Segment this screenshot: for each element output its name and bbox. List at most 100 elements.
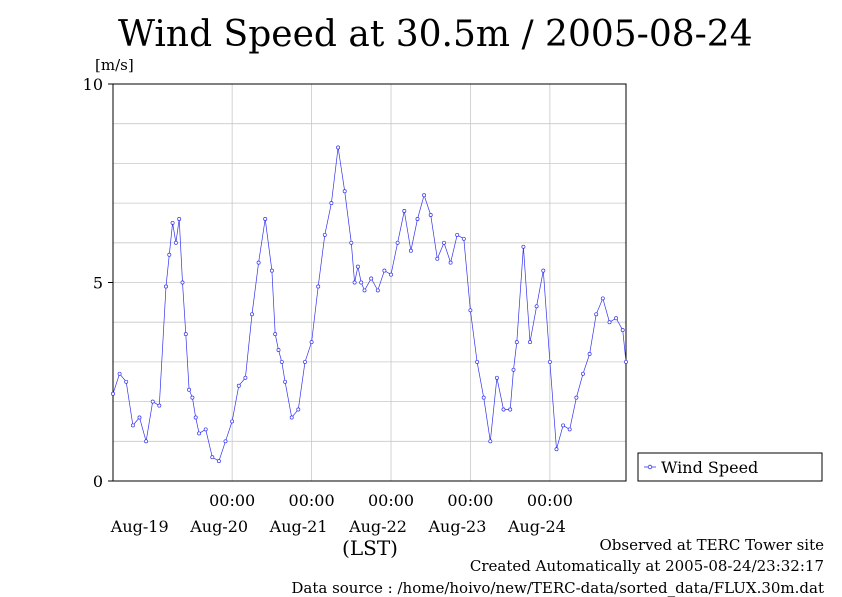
data-point (514, 340, 519, 345)
data-point (408, 248, 413, 253)
data-point (170, 220, 175, 225)
data-point (250, 312, 254, 317)
data-point (355, 264, 360, 269)
x-axis-label: (LST) (342, 536, 398, 560)
data-point (581, 371, 585, 376)
data-point (203, 427, 208, 432)
x-date-label: Aug-23 (428, 517, 487, 536)
data-point (435, 256, 440, 261)
data-point (349, 240, 354, 245)
data-point (283, 379, 288, 384)
data-point (230, 419, 235, 424)
data-point (541, 268, 546, 273)
x-tick-time-label: 00:00 (289, 491, 335, 510)
data-point (547, 359, 552, 364)
data-point (624, 359, 628, 364)
chart-title: Wind Speed at 30.5m / 2005-08-24 (118, 14, 753, 55)
data-point (415, 217, 420, 221)
data-point (402, 209, 407, 213)
data-point (322, 232, 327, 237)
x-tick-time-label: 00:00 (527, 491, 573, 510)
data-point (567, 427, 572, 432)
data-point (561, 423, 566, 428)
x-date-label: Aug-20 (189, 517, 248, 536)
data-point (455, 232, 460, 237)
y-tick-label: 10 (83, 75, 103, 94)
data-point (130, 423, 135, 428)
data-point (528, 340, 532, 345)
data-point (303, 359, 307, 364)
data-point (395, 240, 400, 245)
data-point (256, 260, 261, 265)
data-point (448, 260, 453, 265)
x-date-label: Aug-21 (269, 517, 328, 536)
data-point (187, 387, 192, 392)
x-date-label: Aug-24 (507, 517, 566, 536)
series-line-wind-speed (112, 147, 627, 462)
data-point (276, 348, 281, 352)
data-point (607, 320, 612, 325)
data-point (289, 415, 294, 420)
data-point (494, 375, 499, 380)
data-point (316, 284, 321, 289)
data-point (177, 217, 182, 221)
x-tick-time-label: 00:00 (447, 491, 493, 510)
data-point (574, 395, 579, 400)
data-point (614, 316, 619, 321)
data-point (442, 240, 446, 245)
data-point (382, 268, 387, 273)
data-point (369, 276, 374, 281)
x-tick-time-label: 00:00 (209, 491, 255, 510)
y-tick-label: 0 (93, 472, 103, 491)
data-point (375, 288, 380, 293)
data-point (359, 280, 364, 285)
data-point (263, 217, 268, 221)
data-point (193, 415, 198, 420)
data-point (167, 252, 172, 257)
data-point (273, 332, 278, 337)
data-point (521, 244, 526, 249)
data-point (481, 395, 486, 400)
data-point (309, 340, 314, 345)
data-point (362, 288, 367, 293)
data-point (223, 439, 228, 444)
x-date-label: Aug-22 (348, 517, 407, 536)
data-point (594, 312, 599, 317)
data-source-note: Data source : /home/hoivo/new/TERC-data/… (291, 579, 824, 597)
legend-box (637, 452, 823, 482)
data-point (620, 328, 625, 333)
data-point (173, 240, 178, 245)
data-point (124, 379, 129, 384)
data-point (150, 399, 155, 404)
data-point (468, 308, 473, 313)
created-note: Created Automatically at 2005-08-24/23:3… (469, 557, 824, 575)
data-point (534, 304, 539, 309)
x-ticks: 00:00 00:00 00:00 00:00 00:00 Aug-19 Aug-20 Aug… (110, 491, 573, 536)
y-ticks: 0 5 10 (83, 75, 113, 491)
observed-note: Observed at TERC Tower site (599, 536, 824, 554)
data-point (180, 280, 185, 285)
data-point (296, 407, 301, 412)
x-tick-time-label: 00:00 (368, 491, 414, 510)
data-point (137, 415, 142, 420)
data-point (190, 395, 195, 400)
data-point (336, 145, 341, 150)
data-point (164, 284, 168, 289)
data-point (600, 296, 605, 301)
data-point (508, 407, 513, 412)
data-point (342, 189, 347, 194)
legend-marker-swatch (647, 464, 653, 470)
data-point (422, 193, 427, 198)
data-point (197, 431, 202, 436)
data-point (243, 375, 248, 380)
data-point (428, 213, 433, 217)
data-point (279, 359, 284, 364)
data-point (488, 439, 493, 444)
data-point (210, 455, 215, 460)
data-point (511, 367, 516, 372)
data-point (144, 439, 149, 444)
data-point (475, 359, 480, 364)
grid (113, 84, 626, 481)
data-point (461, 236, 466, 241)
y-axis-label: [m/s] (95, 56, 134, 74)
